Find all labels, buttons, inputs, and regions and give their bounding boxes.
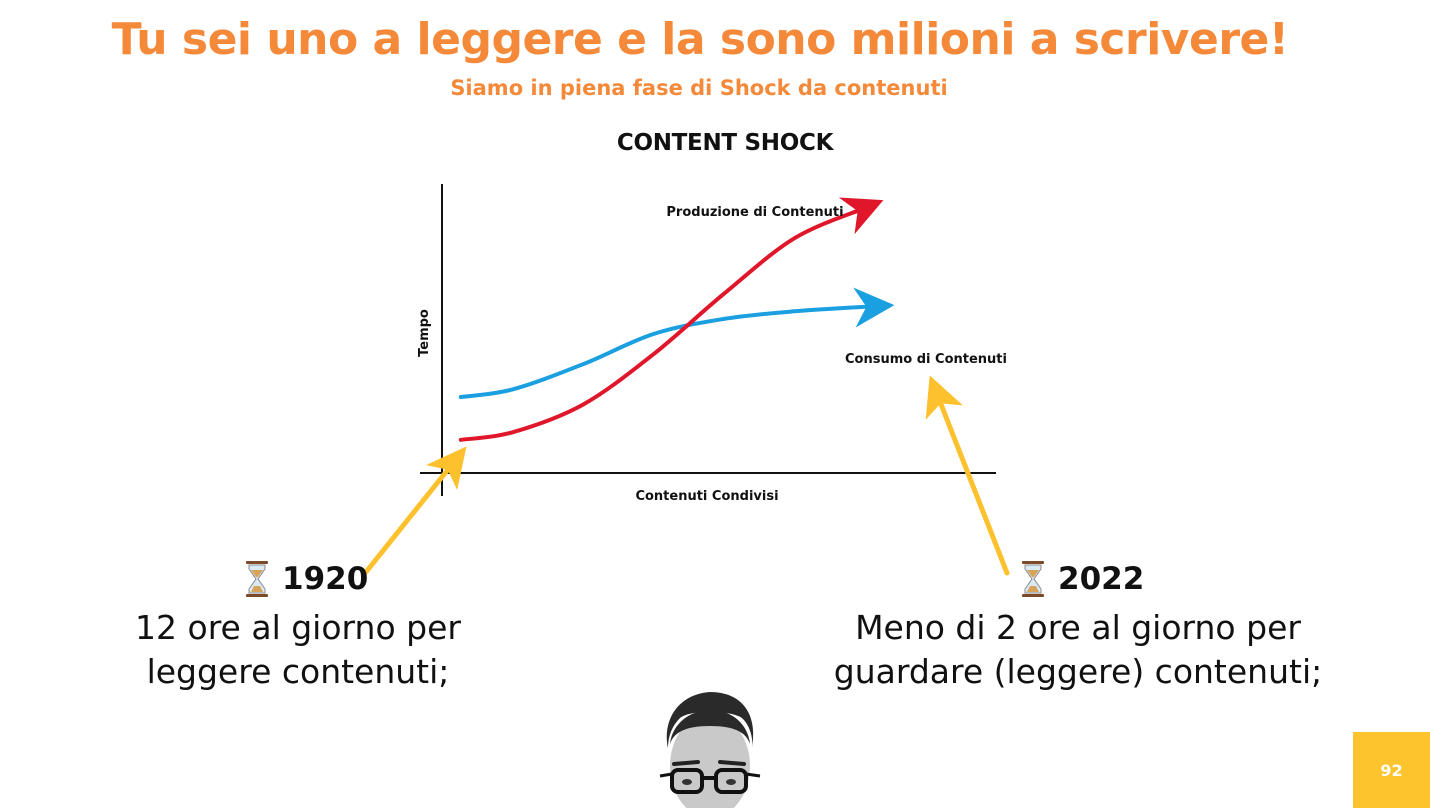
pointer-arrow-2022	[925, 375, 1010, 576]
caption-2022-line1: Meno di 2 ore al giorno per	[855, 608, 1301, 647]
page-number: 92	[1380, 760, 1403, 780]
caption-1920: 12 ore al giorno per leggere contenuti;	[98, 606, 498, 694]
hourglass-icon	[1022, 561, 1044, 597]
year-2022: 2022	[1058, 561, 1145, 597]
year-1920: 1920	[282, 561, 369, 597]
series-label-consumption: Consumo di Contenuti	[845, 352, 1007, 367]
slide-title: Tu sei uno a leggere e la sono milioni a…	[111, 14, 1289, 65]
caption-2022-line2: guardare (leggere) contenuti;	[833, 652, 1323, 691]
hourglass-icon	[246, 561, 268, 597]
caption-2022: Meno di 2 ore al giorno per guardare (le…	[818, 606, 1338, 694]
caption-1920-line1: 12 ore al giorno per	[135, 608, 461, 647]
y-axis-label: Tempo	[417, 309, 432, 357]
caption-1920-line2: leggere contenuti;	[146, 652, 450, 691]
avatar	[650, 688, 770, 808]
series-line-production	[458, 197, 884, 442]
x-axis-label: Contenuti Condivisi	[635, 489, 778, 504]
page-number-badge: 92	[1353, 732, 1430, 808]
chart-title: CONTENT SHOCK	[616, 130, 834, 156]
series-line-consumption	[458, 287, 895, 399]
year-2022-label: 2022	[1016, 560, 1144, 598]
pointer-arrow-1920	[363, 446, 467, 575]
year-1920-label: 1920	[240, 560, 368, 598]
slide-subtitle: Siamo in piena fase di Shock da contenut…	[450, 76, 948, 100]
series-label-production: Produzione di Contenuti	[666, 205, 843, 220]
